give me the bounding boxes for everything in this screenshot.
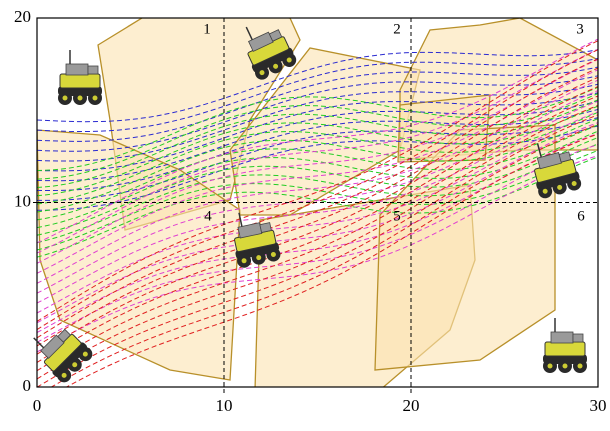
region-label: 5 bbox=[393, 208, 401, 224]
region-label: 2 bbox=[393, 21, 401, 37]
x-tick-label: 30 bbox=[590, 396, 607, 415]
region-label: 1 bbox=[203, 21, 211, 37]
x-tick-label: 10 bbox=[216, 396, 233, 415]
x-tick-label: 0 bbox=[33, 396, 42, 415]
chart: 1 2 3 4 5 6 0 10 20 30 0 10 20 bbox=[0, 0, 610, 426]
y-tick-label: 0 bbox=[23, 376, 32, 395]
x-tick-label: 20 bbox=[403, 396, 420, 415]
region-label: 4 bbox=[204, 208, 212, 224]
region-label: 3 bbox=[576, 21, 584, 37]
y-tick-label: 20 bbox=[14, 7, 31, 26]
region-label: 6 bbox=[577, 208, 585, 224]
y-tick-label: 10 bbox=[14, 191, 31, 210]
